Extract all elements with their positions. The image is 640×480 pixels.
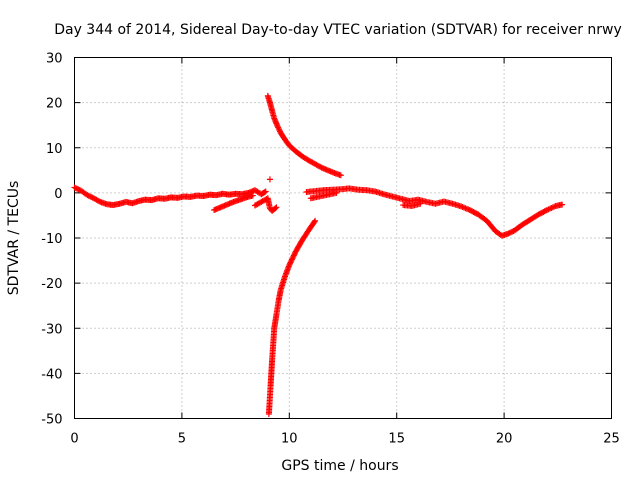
data-point: [276, 127, 283, 134]
grid: [74, 57, 612, 419]
x-tick-label: 25: [603, 432, 620, 447]
y-tick-label: -10: [41, 232, 62, 247]
x-tick-label: 0: [70, 432, 78, 447]
x-tick-label: 10: [281, 432, 298, 447]
y-tick-label: 0: [54, 187, 62, 202]
chart-title: Day 344 of 2014, Sidereal Day-to-day VTE…: [54, 22, 622, 38]
series-afternoon-trace: [303, 185, 566, 239]
x-tick-label: 15: [388, 432, 405, 447]
data-point: [286, 260, 293, 267]
data-points: [71, 92, 566, 417]
y-tick-label: 10: [46, 142, 63, 157]
x-axis-title: GPS time / hours: [281, 458, 398, 474]
y-tick-label: -50: [41, 413, 62, 428]
data-point: [288, 256, 295, 263]
data-point: [272, 205, 279, 212]
data-point: [288, 258, 295, 265]
series-lower-branch-left: [211, 192, 256, 214]
y-tick-label: -40: [41, 367, 62, 382]
y-tick-label: 20: [46, 97, 63, 112]
x-tick-label: 5: [178, 432, 186, 447]
data-point: [273, 204, 280, 211]
data-point: [417, 200, 424, 207]
y-tick-label: 30: [46, 52, 63, 67]
data-point: [289, 255, 296, 262]
data-point: [292, 249, 299, 256]
series-main-trace: [71, 184, 269, 209]
data-point: [333, 189, 340, 196]
x-tick-label: 20: [496, 432, 513, 447]
series-upper-right-branch: [264, 92, 344, 179]
data-point: [274, 123, 281, 130]
data-point: [290, 252, 297, 259]
data-point: [312, 217, 319, 224]
data-point: [291, 251, 298, 258]
series-outlier: [266, 176, 273, 183]
series-lower-right-branch: [265, 217, 319, 417]
y-tick-label: -20: [41, 277, 62, 292]
data-point: [311, 219, 318, 226]
data-point: [262, 188, 269, 195]
data-point: [275, 124, 282, 131]
data-point: [286, 262, 293, 269]
data-point: [542, 207, 549, 214]
y-axis-title: SDTVAR / TECUs: [6, 181, 22, 296]
data-point: [275, 125, 282, 132]
series-afternoon-lower: [307, 189, 340, 202]
axis-ticks: 0 5 10 15 20 25 -50 -40 -30 -20 -10 0 10 20 30: [41, 52, 620, 447]
series-afternoon-mid: [400, 200, 424, 209]
data-point: [266, 176, 273, 183]
data-point: [337, 172, 344, 179]
data-point: [249, 192, 256, 199]
series-lower-left-pocket: [251, 195, 280, 214]
data-point: [261, 189, 268, 196]
data-point: [559, 201, 566, 208]
data-point: [287, 259, 294, 266]
y-tick-label: -30: [41, 322, 62, 337]
data-point: [290, 253, 297, 260]
